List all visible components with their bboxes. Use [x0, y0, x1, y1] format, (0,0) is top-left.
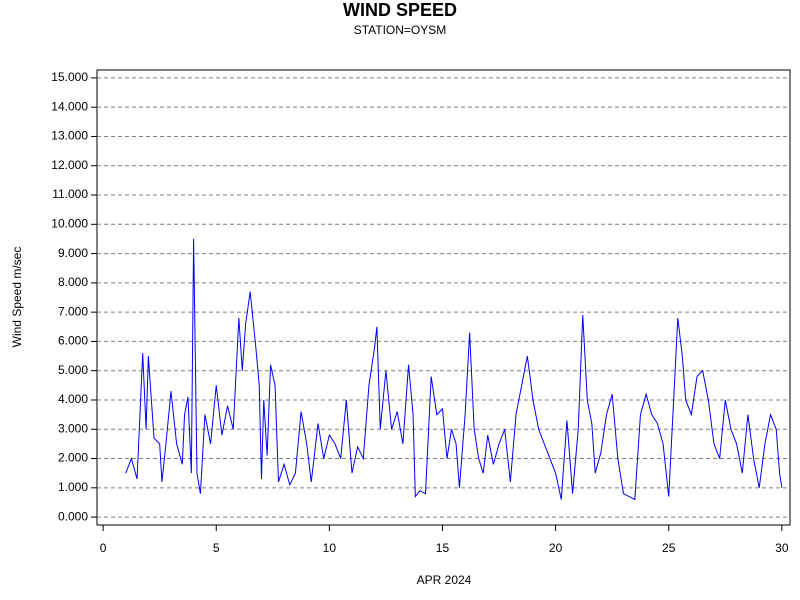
chart-title: WIND SPEED [343, 0, 457, 20]
y-axis-label: Wind Speed m/sec [10, 247, 24, 348]
y-tick-label: 7.000 [58, 304, 88, 318]
y-tick-label: 11.000 [52, 187, 88, 201]
x-tick-label: 0 [100, 541, 107, 555]
y-tick-label: 9.000 [58, 246, 88, 260]
x-tick-label: 15 [436, 541, 450, 555]
data-line [125, 238, 783, 501]
y-tick-label: 12.000 [51, 158, 88, 172]
y-tick-label: 10.000 [51, 216, 88, 230]
y-tick-label: 6.000 [58, 334, 88, 348]
x-tick-label: 25 [662, 541, 676, 555]
y-tick-label: 2.000 [58, 451, 88, 465]
x-tick-label: 5 [213, 541, 220, 555]
x-tick-label: 20 [549, 541, 563, 555]
chart-subtitle: STATION=OYSM [354, 23, 447, 37]
y-tick-label: 14.000 [51, 99, 88, 113]
y-tick-label: 8.000 [58, 275, 88, 289]
x-axis-label: APR 2024 [417, 573, 472, 587]
y-tick-label: 5.000 [58, 363, 88, 377]
y-tick-label: 4.000 [58, 392, 88, 406]
y-tick-label: 15.000 [51, 70, 88, 84]
y-tick-label: 13.000 [51, 129, 88, 143]
x-tick-label: 30 [775, 541, 789, 555]
y-tick-label: 1.000 [58, 480, 88, 494]
plot-frame [96, 69, 791, 526]
y-tick-label: 3.000 [58, 421, 88, 435]
x-tick-label: 10 [323, 541, 337, 555]
y-tick-label: 0.000 [58, 509, 88, 523]
